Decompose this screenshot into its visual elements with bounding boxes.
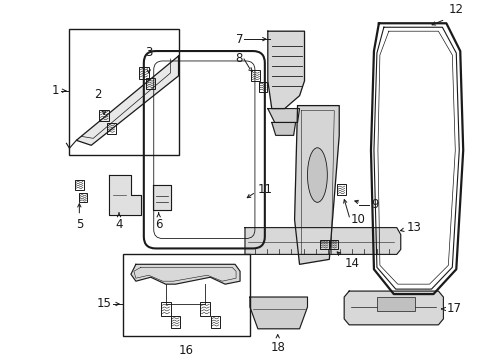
Bar bbox=[99, 109, 109, 121]
Polygon shape bbox=[109, 175, 141, 215]
Ellipse shape bbox=[307, 148, 326, 202]
Bar bbox=[258, 82, 266, 92]
Bar bbox=[376, 297, 414, 311]
Polygon shape bbox=[76, 56, 178, 145]
Polygon shape bbox=[271, 122, 295, 135]
Text: 13: 13 bbox=[406, 221, 421, 234]
Text: 2: 2 bbox=[94, 87, 102, 101]
Text: 11: 11 bbox=[257, 183, 272, 197]
Bar bbox=[139, 67, 148, 79]
Text: 10: 10 bbox=[350, 213, 365, 226]
Text: 7: 7 bbox=[235, 33, 243, 46]
Bar bbox=[336, 184, 345, 195]
Bar bbox=[328, 239, 337, 249]
Bar bbox=[146, 78, 155, 89]
Text: 8: 8 bbox=[235, 53, 243, 66]
Bar bbox=[79, 193, 87, 202]
Polygon shape bbox=[344, 291, 443, 325]
Bar bbox=[69, 29, 178, 155]
Bar bbox=[75, 180, 83, 190]
Bar bbox=[123, 255, 249, 336]
Text: 6: 6 bbox=[155, 218, 162, 231]
Text: 15: 15 bbox=[96, 297, 111, 310]
Polygon shape bbox=[267, 31, 304, 109]
Text: 16: 16 bbox=[179, 344, 194, 357]
Polygon shape bbox=[267, 109, 299, 122]
Text: 5: 5 bbox=[76, 218, 83, 231]
Bar bbox=[161, 302, 170, 316]
Text: 17: 17 bbox=[446, 302, 460, 315]
Polygon shape bbox=[152, 185, 170, 210]
Text: 14: 14 bbox=[344, 257, 359, 270]
Text: 9: 9 bbox=[370, 198, 378, 211]
Bar bbox=[251, 71, 260, 81]
Bar bbox=[210, 316, 219, 328]
Bar bbox=[106, 123, 115, 134]
Text: 4: 4 bbox=[115, 218, 122, 231]
Bar bbox=[171, 316, 180, 328]
Text: 12: 12 bbox=[447, 3, 463, 16]
Bar bbox=[319, 239, 328, 249]
Polygon shape bbox=[249, 297, 307, 329]
Text: 18: 18 bbox=[270, 341, 285, 354]
Text: 1: 1 bbox=[51, 84, 59, 97]
Bar bbox=[200, 302, 210, 316]
Text: 3: 3 bbox=[145, 46, 152, 59]
Polygon shape bbox=[131, 264, 240, 284]
Polygon shape bbox=[244, 228, 400, 255]
Polygon shape bbox=[294, 105, 339, 264]
